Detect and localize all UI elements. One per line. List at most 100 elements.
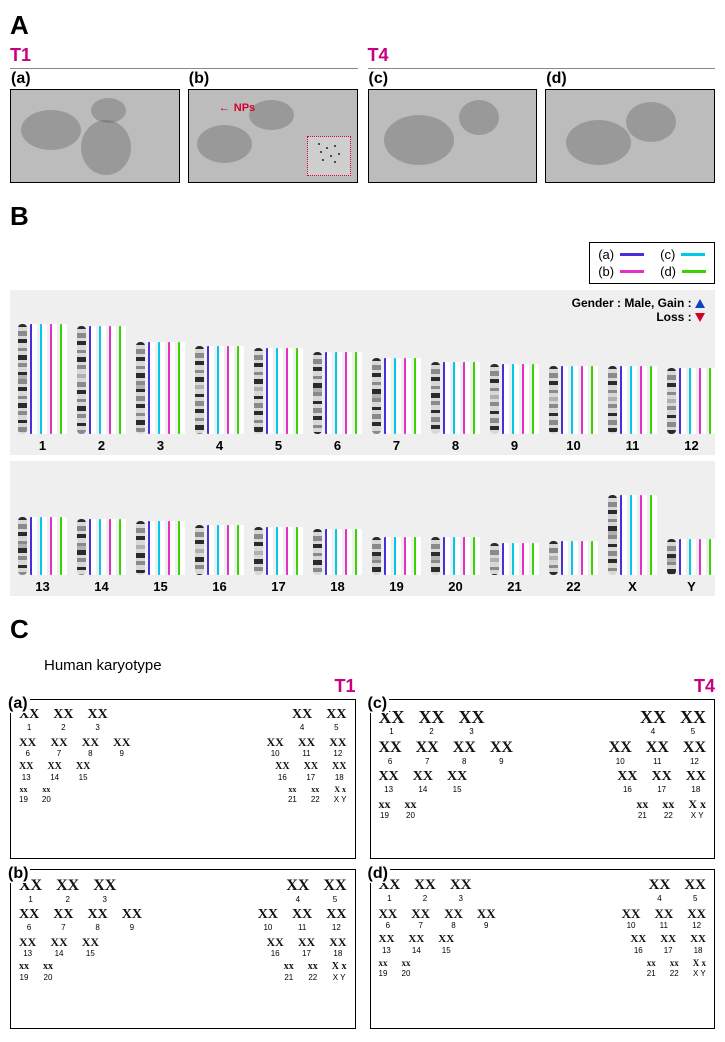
karyotype-pair: XX14 — [413, 770, 433, 794]
chromosome-label: 19 — [389, 579, 403, 594]
karyotype-pair: X xX Y — [688, 798, 706, 820]
chromosome-21: 21 — [490, 543, 539, 594]
ideogram — [490, 364, 499, 434]
legend-item: (c) — [660, 247, 706, 262]
chromosome-label: 2 — [98, 438, 105, 453]
cnv-track — [689, 368, 696, 434]
karyotype-pair: xx20 — [42, 786, 51, 804]
karyotype-pair: XX8 — [453, 740, 476, 766]
karyotype-pair: XX2 — [53, 708, 73, 732]
cnv-track — [30, 324, 37, 434]
karyotype-pair: XX4 — [286, 878, 309, 904]
karyotype-pair: xx21 — [647, 959, 656, 978]
karyotype-pair: XX8 — [82, 736, 99, 758]
chromosome-18: 18 — [313, 529, 362, 594]
karyotype-pair: XX17 — [298, 936, 315, 958]
karyotype-pair: XX6 — [379, 740, 402, 766]
karyotype-pair: X xX Y — [693, 959, 706, 978]
cnv-track — [178, 342, 185, 434]
nps-label: NPs — [219, 102, 255, 114]
karyotype-pair: XX15 — [447, 770, 467, 794]
chromosome-label: 13 — [35, 579, 49, 594]
gender-note: Gender : Male, Gain : Loss : — [572, 296, 705, 324]
karyotype-pair: xx20 — [43, 962, 53, 982]
legend-item: (a) — [598, 247, 644, 262]
chromosome-label: 7 — [393, 438, 400, 453]
cnv-track — [561, 366, 568, 434]
cnv-track — [355, 529, 362, 575]
panel-letter-d: (d) — [546, 70, 566, 88]
karyotype-pair: XX11 — [646, 740, 669, 766]
ideogram — [77, 519, 86, 575]
karyotype-pair: XX7 — [416, 740, 439, 766]
cnv-track — [158, 342, 165, 434]
cnv-track — [384, 537, 391, 575]
karyotype-pair: XX7 — [411, 907, 430, 930]
karyotype-pair: XX18 — [686, 770, 706, 794]
cnv-track — [699, 368, 706, 434]
karyotype-pair: xx22 — [308, 962, 318, 982]
ideogram — [667, 539, 676, 575]
ideogram — [549, 366, 558, 434]
karyotype-pair: xx19 — [19, 786, 28, 804]
cnv-track — [345, 352, 352, 434]
cnv-track — [60, 324, 67, 434]
chromosome-label: 21 — [507, 579, 521, 594]
ideogram — [431, 537, 440, 575]
karyotype-pair: xx22 — [311, 786, 320, 804]
chromosome-14: 14 — [77, 519, 126, 594]
chromosome-label: 17 — [271, 579, 285, 594]
cnv-track — [384, 358, 391, 434]
chromosome-17: 17 — [254, 527, 303, 594]
karyotype-pair: XX3 — [93, 878, 116, 904]
cnv-track — [109, 519, 116, 575]
karyotype-pair: XX9 — [477, 907, 496, 930]
karyotype-pair: XX11 — [292, 908, 312, 932]
karyotype-pair: xx19 — [19, 962, 29, 982]
chromosome-Y: Y — [667, 539, 716, 594]
cnv-track — [443, 537, 450, 575]
micrograph-b: (b) NPs — [188, 89, 358, 183]
cnv-track — [630, 495, 637, 575]
karyotype-pair: XX15 — [438, 934, 454, 955]
cnv-track — [640, 366, 647, 434]
karyotype-pair: xx21 — [288, 786, 297, 804]
karyotype-pair: XX10 — [622, 907, 641, 930]
karyotype-pair: XX18 — [332, 762, 346, 782]
cnv-track — [148, 342, 155, 434]
cnv-track — [99, 519, 106, 575]
karyotype-pair: XX14 — [50, 936, 67, 958]
cnv-track — [50, 517, 57, 575]
cnv-track — [40, 517, 47, 575]
chromosome-16: 16 — [195, 525, 244, 594]
karyotype-panel: (b)XX1XX2XX3XX4XX5XX6XX7XX8XX9XX10XX11XX… — [10, 869, 356, 1029]
karyotype-pair: XX2 — [56, 878, 79, 904]
chromosome-label: 15 — [153, 579, 167, 594]
cnv-track — [89, 519, 96, 575]
cnv-track — [463, 537, 470, 575]
karyotype-pair: XX11 — [654, 907, 673, 930]
chromosome-19: 19 — [372, 537, 421, 594]
micrograph-c: (c) — [368, 89, 538, 183]
karyotype-pair: XX8 — [444, 907, 463, 930]
chromosome-label: 4 — [216, 438, 223, 453]
cnv-track — [286, 348, 293, 434]
karyotype-pair: xx22 — [670, 959, 679, 978]
condition-t4: T4 — [368, 45, 716, 66]
karyo-cond-right: T4 — [370, 676, 716, 697]
cnv-track — [217, 346, 224, 434]
cnv-track — [571, 541, 578, 575]
karyotype-pair: XX12 — [326, 908, 346, 932]
section-c-label: C — [10, 614, 715, 645]
chromosome-label: 6 — [334, 438, 341, 453]
cnv-track — [178, 521, 185, 575]
cnv-track — [532, 543, 539, 575]
cnv-track — [453, 537, 460, 575]
cnv-track — [158, 521, 165, 575]
cnv-track — [522, 364, 529, 434]
ideogram — [549, 541, 558, 575]
karyotype-pair: XX16 — [617, 770, 637, 794]
karyotype-panel: (a)XX1XX2XX3XX4XX5XX6XX7XX8XX9XX10XX11XX… — [10, 699, 356, 859]
chromosome-label: 5 — [275, 438, 282, 453]
cnv-track — [325, 352, 332, 434]
